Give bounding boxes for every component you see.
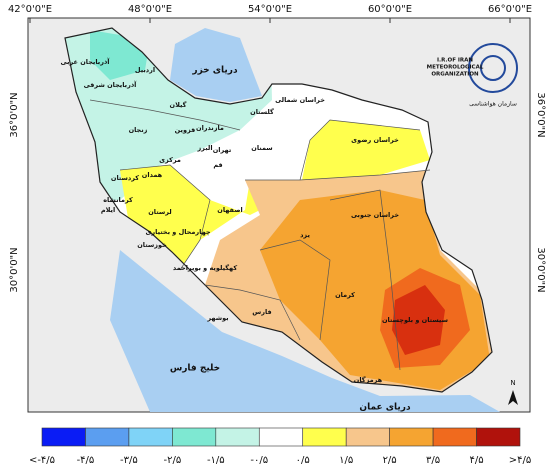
province-label: گیلان (170, 101, 187, 109)
legend-swatch (258, 427, 304, 447)
legend-swatch (215, 427, 260, 447)
legend-swatch (302, 427, 347, 447)
province-border (119, 164, 211, 271)
province-border (89, 99, 241, 131)
province-label: خراسان جنوبی (351, 211, 399, 219)
legend-label: ۱/۵ (339, 455, 353, 466)
province-label: فارس (252, 308, 271, 316)
gulf-sea (110, 250, 500, 412)
north-label: N (510, 379, 515, 387)
legend-swatch (345, 427, 390, 447)
province-label: اصفهان (217, 206, 242, 214)
longitude-label: 48°0'0"E (128, 4, 172, 15)
latitude-label: 30°0'0"N (535, 247, 546, 292)
latitude-label: 36°0'0"N (9, 92, 20, 137)
legend-swatch (476, 427, 521, 447)
province-label: بوشهر (206, 314, 228, 322)
legend-label: ۴/۵ (469, 455, 483, 466)
province-label: قم (213, 161, 222, 169)
sea-label: دریای عمان (359, 403, 411, 413)
legend-label: ۰/۵ (296, 455, 310, 466)
legend-swatch (41, 427, 86, 447)
legend-label: -۴/۵ (77, 455, 95, 466)
province-label: کرمان (335, 291, 355, 299)
map-zone (392, 285, 445, 355)
province-label: هرمزگان (354, 376, 383, 384)
province-label: گلستان (250, 108, 274, 116)
legend-swatch (128, 427, 173, 447)
province-label: آذربایجان غربی (60, 57, 110, 66)
province-label: زنجان (129, 126, 148, 134)
latitude-label: 30°0'0"N (9, 247, 20, 292)
legend-label: -۲/۵ (163, 455, 181, 466)
province-border (259, 239, 331, 341)
province-label: یزد (300, 231, 310, 239)
logo-text: METEOROLOGICAL (427, 65, 484, 71)
legend-swatch (432, 427, 477, 447)
sea-label: دریای خزر (191, 66, 238, 76)
province-label: چهارمحال و بختیاری (145, 228, 210, 236)
province-border (245, 169, 431, 181)
province-label: مرکزی (159, 156, 181, 164)
longitude-label: 54°0'0"E (248, 4, 292, 15)
logo-text: ORGANIZATION (431, 72, 479, 78)
province-label: البرز (196, 144, 212, 152)
province-border (204, 284, 301, 341)
legend-label: -۰/۵ (250, 455, 268, 466)
legend-label: -۱/۵ (207, 455, 225, 466)
province-label: لرستان (148, 208, 172, 216)
legend-swatch (172, 427, 217, 447)
legend-label: -۳/۵ (120, 455, 138, 466)
province-label: خراسان رضوی (351, 136, 399, 144)
legend-label: ۲/۵ (383, 455, 397, 466)
province-borders (89, 99, 431, 371)
logo-text: سازمان هواشناسی (469, 101, 517, 108)
legend-swatch (85, 427, 130, 447)
province-label: کردستان (111, 174, 139, 182)
north-arrow (508, 390, 518, 405)
caspian-sea (170, 28, 262, 102)
legend-swatch (389, 427, 434, 447)
province-label: کرمانشاه (103, 196, 133, 204)
province-label: اردبیل (135, 66, 155, 74)
country-border (64, 27, 493, 393)
province-label: سیستان و بلوچستان (382, 316, 448, 324)
province-border (299, 119, 421, 181)
logo-ring (480, 55, 506, 81)
province-label: همدان (142, 171, 163, 179)
province-label: آذربایجان شرقی (84, 80, 138, 89)
legend-label: ۳/۵ (426, 455, 440, 466)
sea-label: خلیج فارس (170, 364, 220, 374)
legend-label: <-۴/۵ (29, 455, 55, 466)
longitude-label: 60°0'0"E (368, 4, 412, 15)
province-label: مازندران (196, 124, 224, 132)
longitude-label: 66°0'0"E (488, 4, 532, 15)
province-label: سمنان (251, 144, 272, 152)
province-label: خراسان شمالی (275, 96, 325, 104)
province-label: قزوین (175, 126, 196, 134)
province-border (329, 189, 401, 371)
longitude-label: 42°0'0"E (8, 4, 52, 15)
province-label: ایلام (101, 206, 115, 214)
province-label: کهگیلویه و بویراحمد (173, 264, 237, 272)
legend-label: >۴/۵ (509, 455, 532, 466)
latitude-label: 36°0'0"N (535, 92, 546, 137)
province-label: خوزستان (137, 241, 167, 249)
logo-ring (468, 43, 518, 93)
logo-text: I.R.OF IRAN (437, 58, 473, 64)
province-label: تهران (213, 146, 232, 154)
